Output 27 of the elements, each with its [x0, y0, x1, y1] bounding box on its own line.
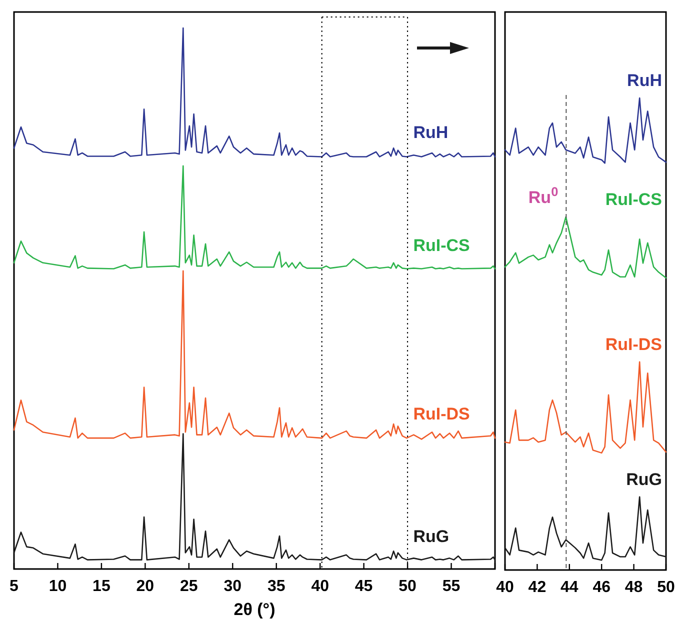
x-tick-label: 46 [592, 579, 611, 596]
x-tick-label: 40 [496, 579, 514, 596]
x-tick-label: 35 [267, 578, 286, 595]
series-label: RuG [413, 527, 450, 546]
series-label: RuG [626, 470, 662, 489]
x-tick-label: 40 [311, 578, 330, 595]
series-label: RuI-DS [605, 334, 662, 354]
x-tick-label: 48 [624, 579, 643, 596]
x-tick-label: 15 [92, 578, 110, 595]
x-tick-label: 45 [354, 578, 373, 595]
x-tick-label: 55 [442, 578, 460, 595]
series-label: RuH [627, 71, 662, 90]
x-tick-label: 50 [398, 578, 417, 595]
x-tick-label: 25 [180, 578, 198, 595]
series-label: RuI-CS [413, 236, 470, 256]
x-tick-label: 30 [224, 578, 242, 595]
x-axis-title: 2θ (°) [234, 600, 276, 619]
x-tick-label: 50 [657, 579, 675, 596]
x-tick-label: 20 [136, 578, 154, 595]
x-tick-label: 42 [528, 579, 546, 596]
series-label: RuH [413, 122, 448, 142]
series-label: RuI-DS [413, 404, 470, 424]
text: RuI-CS [605, 190, 662, 209]
x-tick-label: 5 [10, 578, 19, 595]
ref-line-label: Ru$^{0}$ [528, 184, 558, 207]
x-tick-label: 10 [48, 578, 67, 595]
x-tick-label: 44 [560, 579, 578, 596]
